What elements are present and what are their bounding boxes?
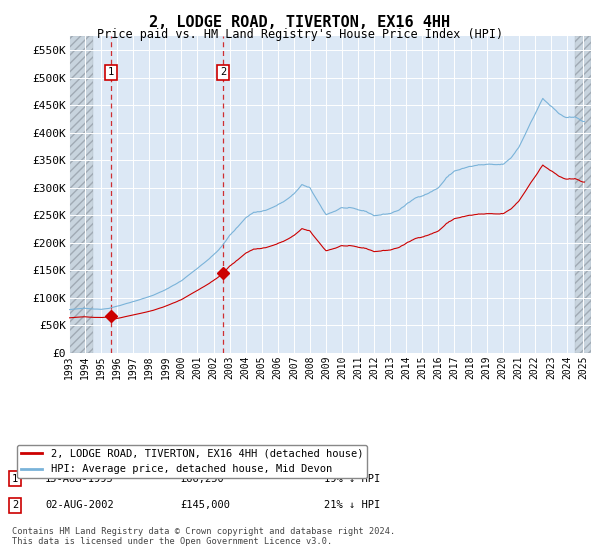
Text: 2, LODGE ROAD, TIVERTON, EX16 4HH: 2, LODGE ROAD, TIVERTON, EX16 4HH bbox=[149, 15, 451, 30]
Text: 21% ↓ HPI: 21% ↓ HPI bbox=[324, 500, 380, 510]
Text: 1: 1 bbox=[108, 67, 114, 77]
Text: 15-AUG-1995: 15-AUG-1995 bbox=[45, 474, 114, 484]
Text: 02-AUG-2002: 02-AUG-2002 bbox=[45, 500, 114, 510]
Text: Price paid vs. HM Land Registry's House Price Index (HPI): Price paid vs. HM Land Registry's House … bbox=[97, 28, 503, 41]
Text: Contains HM Land Registry data © Crown copyright and database right 2024.
This d: Contains HM Land Registry data © Crown c… bbox=[12, 526, 395, 546]
Text: £145,000: £145,000 bbox=[180, 500, 230, 510]
Bar bbox=[69, 36, 93, 353]
Text: 19% ↓ HPI: 19% ↓ HPI bbox=[324, 474, 380, 484]
Text: £66,250: £66,250 bbox=[180, 474, 224, 484]
Text: 2: 2 bbox=[220, 67, 226, 77]
Text: 1: 1 bbox=[12, 474, 18, 484]
Bar bbox=[575, 36, 591, 353]
Legend: 2, LODGE ROAD, TIVERTON, EX16 4HH (detached house), HPI: Average price, detached: 2, LODGE ROAD, TIVERTON, EX16 4HH (detac… bbox=[17, 445, 367, 478]
Text: 2: 2 bbox=[12, 500, 18, 510]
